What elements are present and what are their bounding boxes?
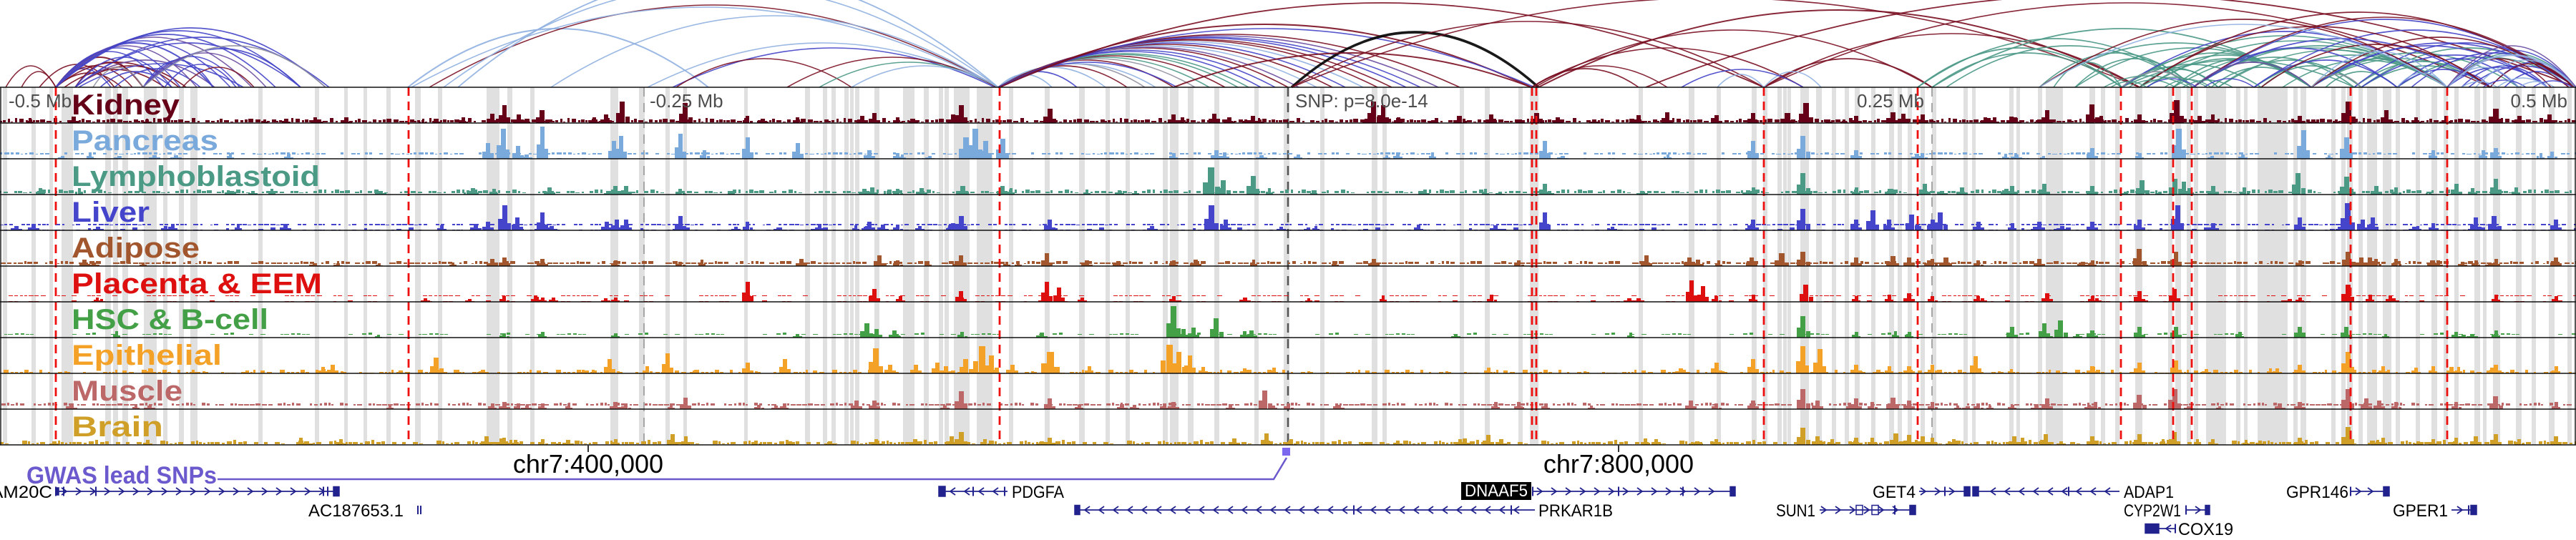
svg-text:HSC & B-cell: HSC & B-cell	[72, 304, 268, 335]
svg-text:Pancreas: Pancreas	[72, 125, 218, 157]
svg-text:COX19: COX19	[2178, 520, 2233, 536]
svg-text:DNAAF5: DNAAF5	[1465, 481, 1528, 501]
svg-text:CYP2W1: CYP2W1	[2124, 501, 2181, 521]
svg-text:PDGFA: PDGFA	[1012, 483, 1064, 502]
svg-text:-0.5 Mb: -0.5 Mb	[9, 90, 72, 112]
svg-text:Epithelial: Epithelial	[72, 340, 222, 371]
svg-text:AC187653.1: AC187653.1	[308, 501, 404, 521]
svg-text:Liver: Liver	[72, 197, 150, 228]
svg-text:Muscle: Muscle	[72, 375, 182, 407]
svg-text:SUN1: SUN1	[1776, 501, 1815, 521]
svg-text:Placenta & EEM: Placenta & EEM	[72, 268, 322, 300]
svg-text:Brain: Brain	[72, 411, 163, 443]
svg-text:GET4: GET4	[1873, 483, 1916, 502]
svg-text:Kidney: Kidney	[72, 89, 180, 121]
svg-text:chr7:400,000: chr7:400,000	[513, 449, 663, 478]
svg-text:Lymphoblastoid: Lymphoblastoid	[72, 161, 320, 192]
svg-text:0.25 Mb: 0.25 Mb	[1857, 90, 1924, 112]
svg-text:ADAP1: ADAP1	[2124, 483, 2174, 502]
svg-text:FAM20C: FAM20C	[0, 483, 52, 502]
svg-text:SNP: p=8.0e-14: SNP: p=8.0e-14	[1295, 90, 1428, 112]
svg-text:GPR146: GPR146	[2286, 483, 2348, 502]
svg-text:Adipose: Adipose	[72, 232, 200, 264]
svg-text:-0.25 Mb: -0.25 Mb	[650, 90, 723, 112]
svg-text:chr7:800,000: chr7:800,000	[1543, 449, 1694, 478]
svg-text:PRKAR1B: PRKAR1B	[1538, 501, 1613, 521]
svg-text:GPER1: GPER1	[2393, 501, 2448, 521]
svg-text:GWAS lead SNPs: GWAS lead SNPs	[26, 462, 217, 489]
svg-text:0.5 Mb: 0.5 Mb	[2511, 90, 2568, 112]
